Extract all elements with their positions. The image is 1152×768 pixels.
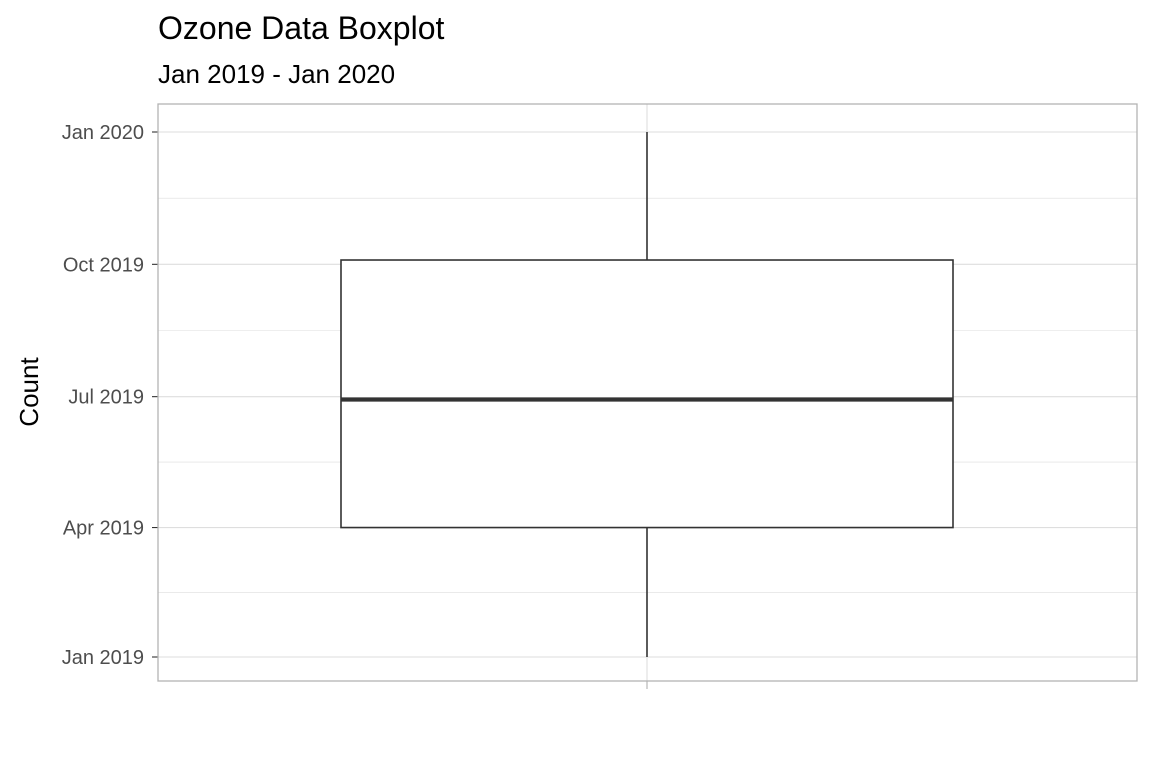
y-tick-label: Oct 2019 bbox=[63, 254, 144, 276]
y-tick-label: Jan 2020 bbox=[62, 122, 144, 144]
y-tick-label: Jul 2019 bbox=[68, 387, 144, 409]
chart-subtitle: Jan 2019 - Jan 2020 bbox=[158, 59, 396, 89]
panel-border bbox=[157, 103, 1138, 682]
chart-title: Ozone Data Boxplot bbox=[158, 10, 445, 46]
y-tick-label: Jan 2019 bbox=[62, 647, 144, 669]
y-axis-title: Count bbox=[14, 357, 44, 427]
y-tick-label: Apr 2019 bbox=[63, 518, 144, 540]
boxplot-marks bbox=[340, 132, 954, 657]
interquartile-box bbox=[340, 259, 954, 529]
y-axis-ticks: Jan 2019 Apr 2019 Jul 2019 Oct 2019 Jan 2020 bbox=[62, 122, 648, 689]
